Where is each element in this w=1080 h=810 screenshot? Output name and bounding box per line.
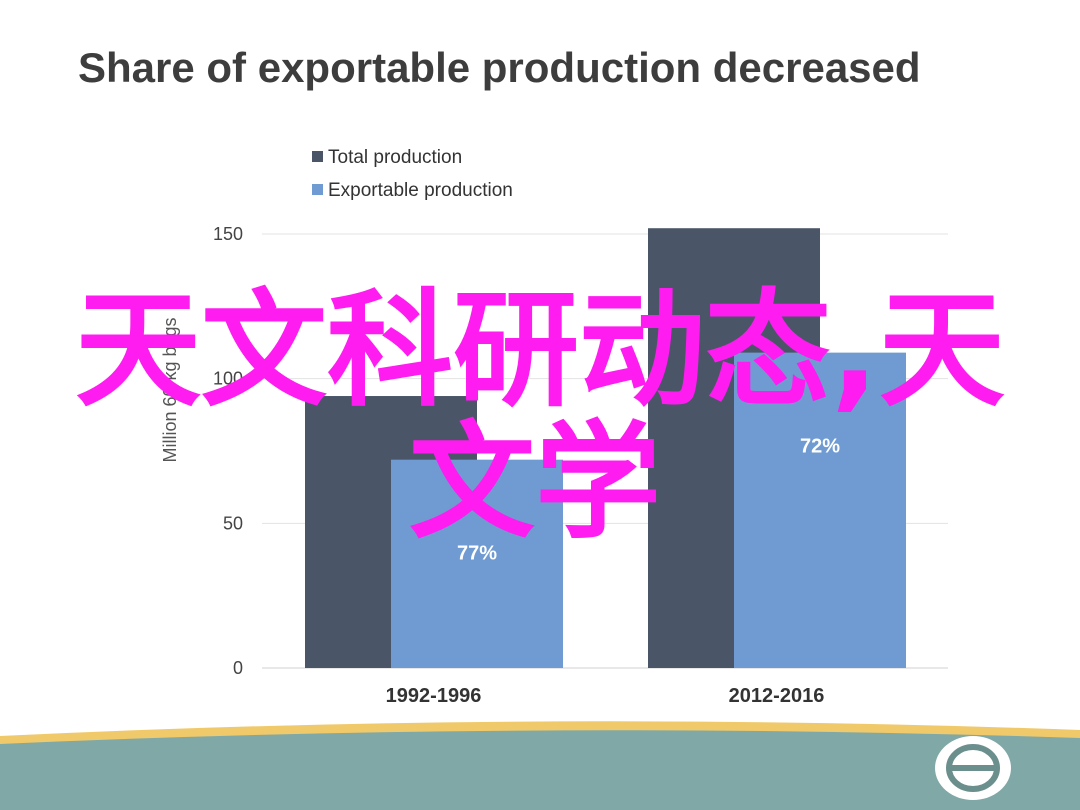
y-axis-ticks: 0 50 100 150 [213,224,243,678]
chart-title: Share of exportable production decreased [78,44,921,91]
y-tick-label: 50 [223,513,243,533]
watermark-overlay-text: 天文科研动态,天 文学 [0,285,1080,549]
overlay-line-1: 天文科研动态,天 [75,277,1005,424]
legend-entry: Total production [328,147,462,168]
y-axis-label: Million 60-kg bags [160,317,180,462]
legend-entry: Exportable production [328,180,513,201]
bar-chart: 0 50 100 150 77% 72% 1992-1996 2012-2016 Tota… [160,147,948,707]
data-label: 72% [800,436,840,458]
legend-swatch [312,151,323,162]
data-label: 77% [457,543,497,565]
footer-wave [0,730,1080,810]
footer-stripe [0,721,1080,748]
bars [305,228,906,669]
y-tick-label: 0 [233,658,243,678]
bar-exportable-production [734,352,906,668]
data-labels: 77% 72% [457,436,840,565]
coffee-bean-icon [935,736,1011,800]
footer-band [0,721,1080,810]
bar-exportable-production [391,459,563,668]
category-labels: 1992-1996 2012-2016 [386,685,825,707]
category-label: 1992-1996 [386,685,482,707]
legend-swatch [312,184,323,195]
legend: Total production Exportable production [312,147,513,201]
category-label: 2012-2016 [729,685,825,707]
y-tick-label: 100 [213,369,243,389]
overlay-line-2: 文学 [409,409,661,556]
y-tick-label: 150 [213,224,243,244]
